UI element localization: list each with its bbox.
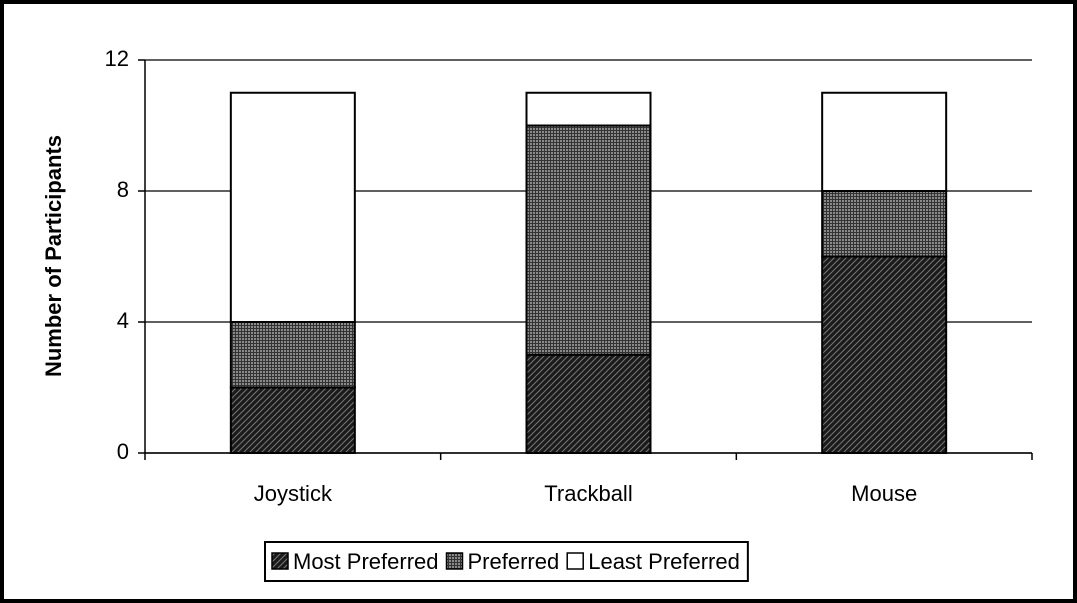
legend: Most Preferred Preferred Least Preferred <box>264 541 749 582</box>
y-axis-label: Number of Participants <box>41 135 66 377</box>
y-tick-label: 8 <box>117 177 129 202</box>
y-tick-label: 12 <box>105 46 129 71</box>
legend-swatch <box>271 552 289 570</box>
bar-segment <box>525 91 652 127</box>
legend-label: Most Preferred <box>293 549 439 574</box>
legend-label: Least Preferred <box>588 549 740 574</box>
legend-label: Preferred <box>468 549 560 574</box>
bar-segment <box>525 124 652 356</box>
y-tick-label: 0 <box>117 439 129 464</box>
x-tick-label: Mouse <box>851 481 917 506</box>
bar-segment <box>229 321 356 389</box>
bar-segment <box>229 91 356 323</box>
bar-segment <box>821 190 948 258</box>
x-tick-label: Trackball <box>544 481 632 506</box>
bar-segment <box>229 386 356 454</box>
bar-segment <box>525 353 652 454</box>
legend-swatch <box>566 552 584 570</box>
legend-box <box>264 541 749 582</box>
bar-segment <box>821 255 948 454</box>
legend-swatch <box>445 552 464 570</box>
x-tick-label: Joystick <box>254 481 333 506</box>
bar-segment <box>821 91 948 192</box>
y-tick-label: 4 <box>117 308 129 333</box>
